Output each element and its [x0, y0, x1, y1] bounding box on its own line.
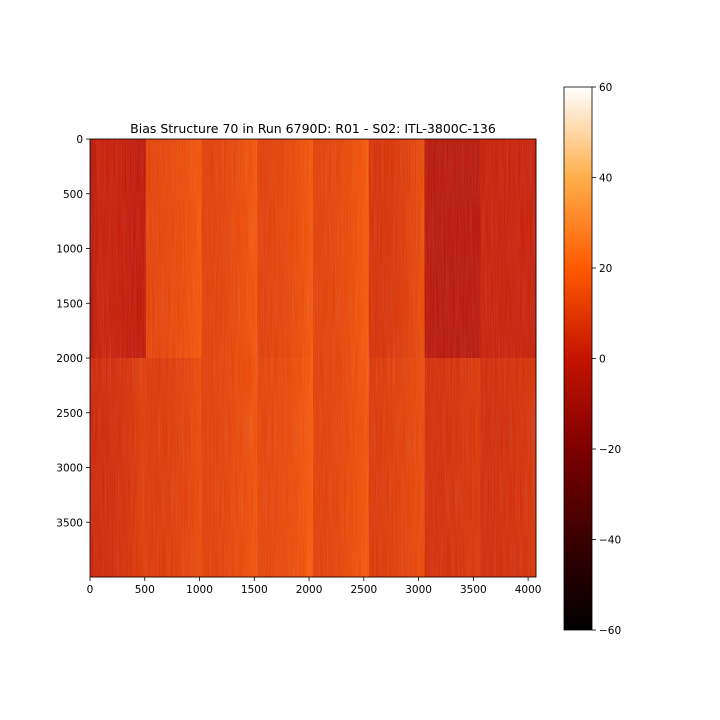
- colorbar-tick-label: −40: [599, 535, 621, 547]
- y-tick-label: 0: [76, 134, 83, 146]
- y-tick-label: 3500: [56, 517, 83, 529]
- x-tick-label: 500: [135, 584, 155, 596]
- y-tick-label: 3000: [56, 463, 83, 475]
- x-tick-label: 2500: [350, 584, 377, 596]
- x-tick-label: 3000: [405, 584, 432, 596]
- colorbar: −60 −40 −20 0 20 40 60: [563, 82, 621, 637]
- colorbar-tick-label: −20: [599, 444, 621, 456]
- colorbar-tick-label: 60: [599, 82, 612, 94]
- colorbar-gradient: [563, 86, 593, 631]
- noise-texture: [90, 139, 536, 577]
- x-tick-label: 2000: [296, 584, 323, 596]
- y-tick-label: 500: [63, 189, 83, 201]
- colorbar-tick-label: 40: [599, 173, 612, 185]
- y-tick-label: 2500: [56, 408, 83, 420]
- y-tick-label: 1500: [56, 298, 83, 310]
- y-tick-label: 1000: [56, 244, 83, 256]
- plot-area: [90, 139, 537, 578]
- x-tick-label: 4000: [515, 584, 542, 596]
- x-tick-label: 0: [87, 584, 94, 596]
- axes: 0 500 1000 1500 2000 2500 3000 3500 4000 0 500 1000…: [56, 134, 541, 596]
- y-tick-label: 2000: [56, 353, 83, 365]
- colorbar-tick-label: −60: [599, 625, 621, 637]
- chart-title: Bias Structure 70 in Run 6790D: R01 - S0…: [130, 121, 496, 136]
- x-tick-label: 1500: [241, 584, 268, 596]
- colorbar-tick-label: 0: [599, 354, 606, 366]
- colorbar-tick-label: 20: [599, 263, 612, 275]
- x-tick-label: 3500: [460, 584, 487, 596]
- x-tick-label: 1000: [186, 584, 213, 596]
